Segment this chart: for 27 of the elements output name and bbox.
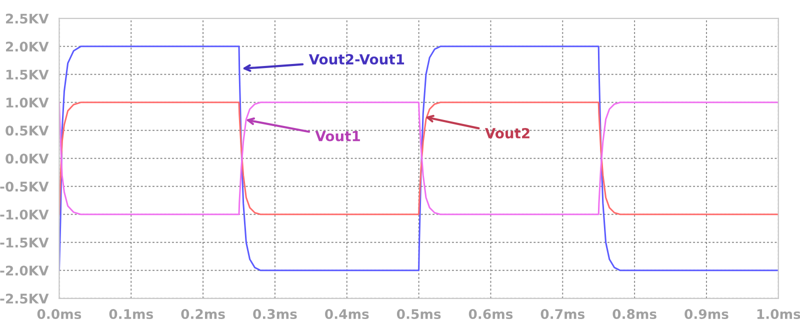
y-tick-label: 0.0KV <box>6 154 49 164</box>
y-tick-label: -2.0KV <box>0 266 49 276</box>
y-tick-label: -0.5KV <box>0 182 49 192</box>
x-tick-label: 0.8ms <box>612 309 656 320</box>
x-tick-label: 0.3ms <box>253 309 297 320</box>
y-tick-label: 2.5KV <box>6 14 49 24</box>
y-tick-label: 0.5KV <box>6 126 49 136</box>
annotation: Vout2 <box>484 128 530 138</box>
x-tick-label: 0.6ms <box>468 309 513 320</box>
y-tick-label: 1.0KV <box>6 98 49 108</box>
annotation: Vout1 <box>315 130 360 142</box>
y-tick-label: 1.5KV <box>6 70 49 80</box>
x-tick-label: 0.7ms <box>540 309 585 320</box>
y-tick-label: -1.5KV <box>0 238 49 248</box>
x-tick-label: 0.9ms <box>684 309 728 320</box>
y-tick-label: 2.0KV <box>6 42 49 52</box>
x-tick-label: 0.2ms <box>181 309 225 320</box>
x-tick-label: 1.0ms <box>757 309 800 320</box>
x-tick-label: 0.0ms <box>37 309 82 320</box>
y-tick-label: -2.5KV <box>0 294 49 304</box>
line-series <box>59 102 778 216</box>
line-series <box>59 46 778 272</box>
x-tick-label: 0.1ms <box>109 309 153 320</box>
y-tick-label: -1.0KV <box>0 210 49 220</box>
annotation: Vout2-Vout1 <box>308 54 404 65</box>
x-tick-label: 0.5ms <box>396 309 441 320</box>
x-tick-label: 0.4ms <box>325 309 369 320</box>
